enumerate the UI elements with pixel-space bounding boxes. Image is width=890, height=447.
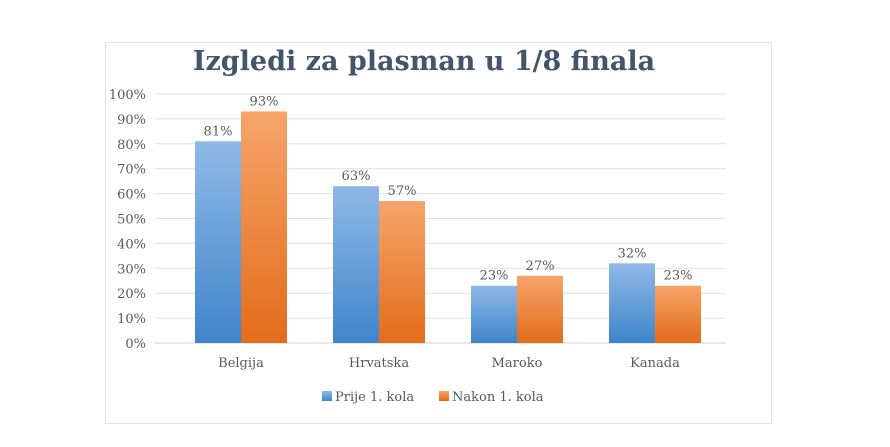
bar-hrvatska-0 <box>333 186 379 343</box>
chart-title: Izgledi za plasman u 1/8 finala <box>193 46 655 77</box>
data-label: 81% <box>204 124 233 139</box>
data-label: 27% <box>526 259 555 274</box>
y-tick-label: 40% <box>117 237 146 252</box>
bar-belgija-0 <box>195 141 241 343</box>
y-tick-label: 0% <box>125 337 146 352</box>
legend-swatch-1 <box>439 391 449 401</box>
legend-label: Prije 1. kola <box>335 390 414 405</box>
bar-maroko-0 <box>471 285 517 343</box>
data-label: 32% <box>618 246 647 261</box>
data-label: 23% <box>664 269 693 284</box>
data-label: 57% <box>388 184 417 199</box>
y-tick-label: 100% <box>109 88 146 103</box>
legend-swatch-0 <box>322 391 332 401</box>
x-tick-label: Hrvatska <box>349 356 409 371</box>
y-tick-label: 30% <box>117 262 146 277</box>
legend-label: Nakon 1. kola <box>452 390 544 405</box>
y-tick-label: 50% <box>117 213 146 228</box>
y-tick-label: 90% <box>117 113 146 128</box>
bar-belgija-1 <box>241 111 287 344</box>
y-tick-label: 80% <box>117 138 146 153</box>
y-tick-label: 20% <box>117 287 146 302</box>
bar-kanada-1 <box>655 285 701 343</box>
data-label: 93% <box>250 94 279 109</box>
y-tick-label: 10% <box>117 312 146 327</box>
x-tick-label: Maroko <box>492 356 543 371</box>
x-tick-label: Belgija <box>218 356 264 371</box>
y-tick-label: 70% <box>117 163 146 178</box>
x-tick-label: Kanada <box>630 356 680 371</box>
data-label: 63% <box>342 169 371 184</box>
bar-maroko-1 <box>517 275 563 343</box>
bar-hrvatska-1 <box>379 201 425 343</box>
y-tick-label: 60% <box>117 188 146 203</box>
bar-kanada-0 <box>609 263 655 343</box>
data-label: 23% <box>480 269 509 284</box>
